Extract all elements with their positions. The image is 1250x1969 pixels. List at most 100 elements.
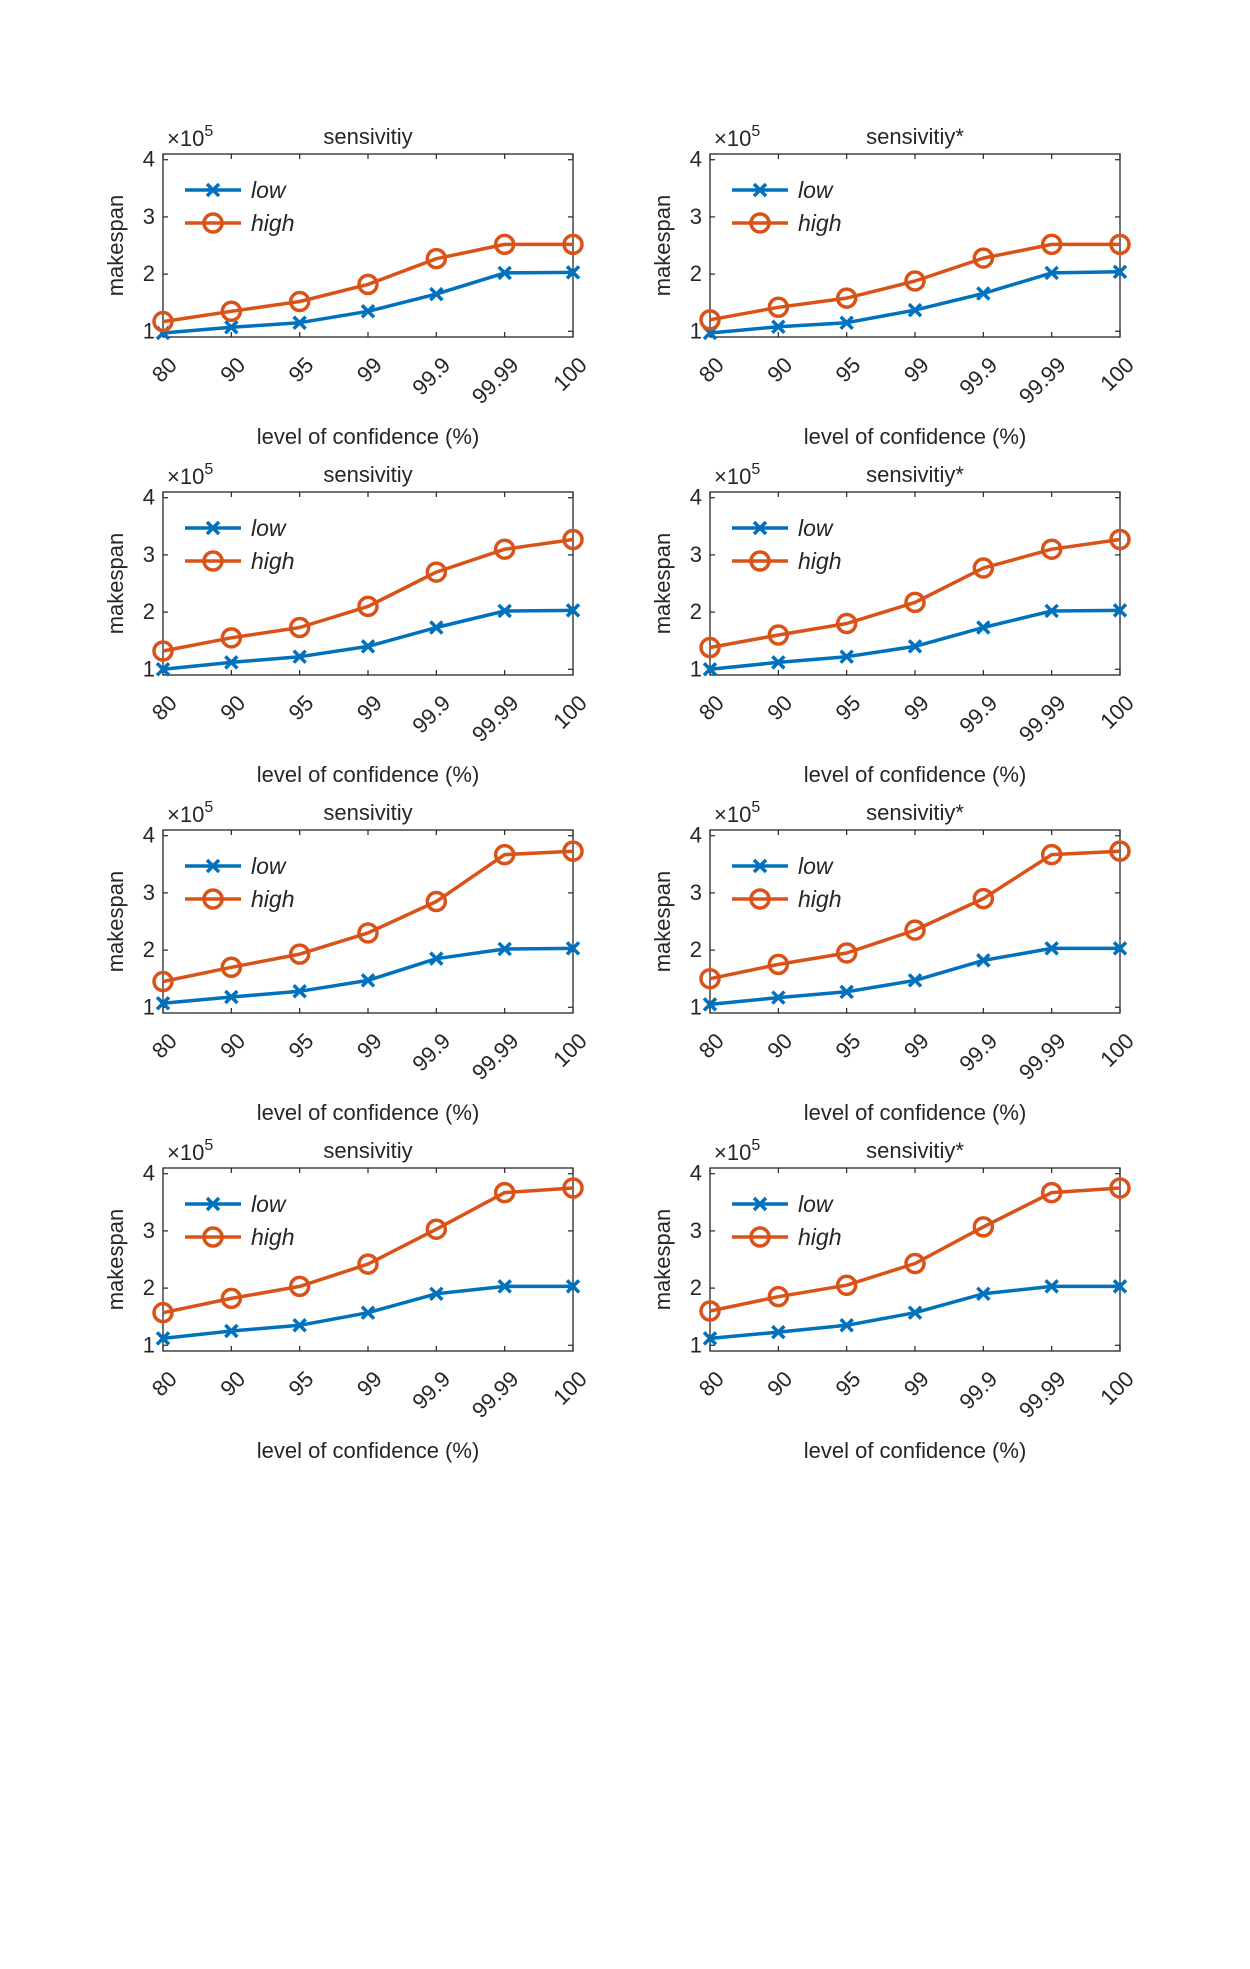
x-tick-label: 95 bbox=[284, 1028, 319, 1063]
series-line-low bbox=[162, 946, 574, 1006]
y-tick-label: 3 bbox=[143, 880, 155, 905]
x-axis-label: level of confidence (%) bbox=[804, 762, 1027, 787]
x-tick-label: 99.99 bbox=[467, 1028, 524, 1085]
data-point-high bbox=[357, 1253, 379, 1275]
data-point-low bbox=[565, 265, 581, 280]
data-point-high bbox=[904, 919, 926, 941]
data-point-high bbox=[1040, 233, 1063, 256]
y-axis-label: makespan bbox=[103, 1209, 128, 1311]
series-high bbox=[699, 1177, 1131, 1322]
y-exponent-label: ×105 bbox=[714, 799, 760, 827]
y-exponent-base: ×10 bbox=[167, 464, 204, 489]
legend-marker-high bbox=[202, 1226, 224, 1248]
legend-marker-high bbox=[749, 888, 771, 910]
x-tick-label: 80 bbox=[147, 690, 182, 725]
y-exponent-label: ×105 bbox=[714, 461, 760, 489]
chart-panel-1: 1 2 3 4 ×105 80 90 95 99 99.9 99.99 100 sensivitiy le… bbox=[103, 123, 592, 449]
data-point-high bbox=[562, 233, 584, 256]
chart-title: sensivitiy bbox=[323, 462, 412, 487]
x-tick-label: 100 bbox=[548, 1028, 592, 1072]
x-tick-label: 100 bbox=[1095, 352, 1139, 396]
legend-marker-high bbox=[202, 212, 224, 234]
series-line-high bbox=[709, 242, 1120, 322]
data-point-high bbox=[835, 1274, 858, 1296]
x-tick-label: 99.99 bbox=[467, 690, 524, 747]
data-point-high bbox=[220, 300, 243, 323]
data-point-low bbox=[771, 1324, 786, 1340]
y-exponent-power: 5 bbox=[751, 461, 760, 478]
y-tick-label: 1 bbox=[143, 656, 155, 681]
data-point-low bbox=[292, 649, 307, 664]
data-point-high bbox=[425, 247, 448, 270]
data-point-high bbox=[288, 1275, 311, 1298]
y-tick-label: 1 bbox=[690, 1332, 702, 1357]
y-exponent-power: 5 bbox=[204, 461, 213, 478]
data-point-low bbox=[429, 286, 444, 302]
legend-marker-low bbox=[205, 1196, 221, 1212]
data-point-low bbox=[565, 1279, 581, 1294]
data-point-high bbox=[1040, 1181, 1063, 1204]
data-point-low bbox=[429, 1286, 444, 1302]
y-tick-label: 2 bbox=[143, 937, 155, 962]
data-point-high bbox=[562, 1177, 584, 1199]
data-point-high bbox=[1040, 843, 1063, 866]
x-tick-label: 99.9 bbox=[407, 352, 455, 400]
data-point-low bbox=[1044, 1279, 1059, 1294]
y-axis-label: makespan bbox=[103, 195, 128, 297]
legend: low high bbox=[732, 853, 841, 912]
y-tick-label: 4 bbox=[690, 823, 702, 848]
data-point-high bbox=[493, 843, 516, 866]
data-point-high bbox=[562, 528, 584, 551]
legend: low high bbox=[185, 853, 294, 912]
y-tick-label: 4 bbox=[690, 1161, 702, 1186]
y-tick-label: 2 bbox=[690, 937, 702, 962]
series-line-high bbox=[162, 242, 573, 324]
data-point-high bbox=[357, 273, 379, 296]
x-tick-label: 100 bbox=[548, 690, 592, 734]
legend-label-high: high bbox=[251, 886, 294, 912]
y-tick-label: 4 bbox=[690, 485, 702, 510]
y-exponent-label: ×105 bbox=[167, 461, 213, 489]
x-tick-label: 95 bbox=[284, 690, 319, 725]
data-point-high bbox=[699, 967, 721, 990]
data-point-high bbox=[493, 538, 516, 560]
chart-title: sensivitiy bbox=[323, 124, 412, 149]
x-tick-label: 99.99 bbox=[1014, 1028, 1071, 1085]
legend: low high bbox=[185, 1191, 294, 1250]
data-point-low bbox=[702, 662, 718, 677]
data-point-low bbox=[1044, 603, 1059, 619]
data-point-high bbox=[357, 595, 379, 618]
data-point-high bbox=[767, 1285, 790, 1308]
data-point-low bbox=[976, 620, 991, 635]
series-low bbox=[155, 1279, 581, 1346]
legend-marker-high bbox=[202, 888, 224, 910]
data-point-low bbox=[839, 315, 854, 330]
data-point-high bbox=[835, 612, 858, 635]
data-point-high bbox=[493, 233, 516, 256]
data-point-low bbox=[1044, 265, 1059, 281]
x-tick-label: 99.99 bbox=[1014, 352, 1071, 409]
data-point-high bbox=[220, 956, 243, 978]
y-tick-label: 2 bbox=[143, 599, 155, 624]
legend-label-high: high bbox=[798, 210, 841, 236]
x-axis-label: level of confidence (%) bbox=[257, 1438, 480, 1463]
y-exponent-base: ×10 bbox=[167, 1140, 204, 1165]
x-tick-label: 99.99 bbox=[1014, 1366, 1071, 1423]
series-high bbox=[152, 840, 584, 993]
data-point-low bbox=[360, 1305, 376, 1320]
data-point-low bbox=[292, 315, 307, 330]
chart-panel-3: 1 2 3 4 ×105 80 90 95 99 99.9 99.99 100 sensivitiy le… bbox=[103, 461, 592, 787]
y-tick-label: 1 bbox=[690, 318, 702, 343]
x-tick-label: 99 bbox=[352, 352, 387, 387]
series-low bbox=[702, 603, 1128, 677]
data-point-low bbox=[155, 996, 171, 1011]
series-line-high bbox=[709, 1186, 1121, 1313]
series-line-high bbox=[162, 1186, 574, 1315]
legend-label-high: high bbox=[798, 886, 841, 912]
x-tick-label: 80 bbox=[147, 352, 182, 387]
y-axis-label: makespan bbox=[650, 195, 675, 297]
x-tick-label: 99 bbox=[899, 1028, 934, 1063]
legend-label-high: high bbox=[251, 1224, 294, 1250]
y-exponent-base: ×10 bbox=[167, 802, 204, 827]
y-exponent-label: ×105 bbox=[714, 1137, 760, 1165]
